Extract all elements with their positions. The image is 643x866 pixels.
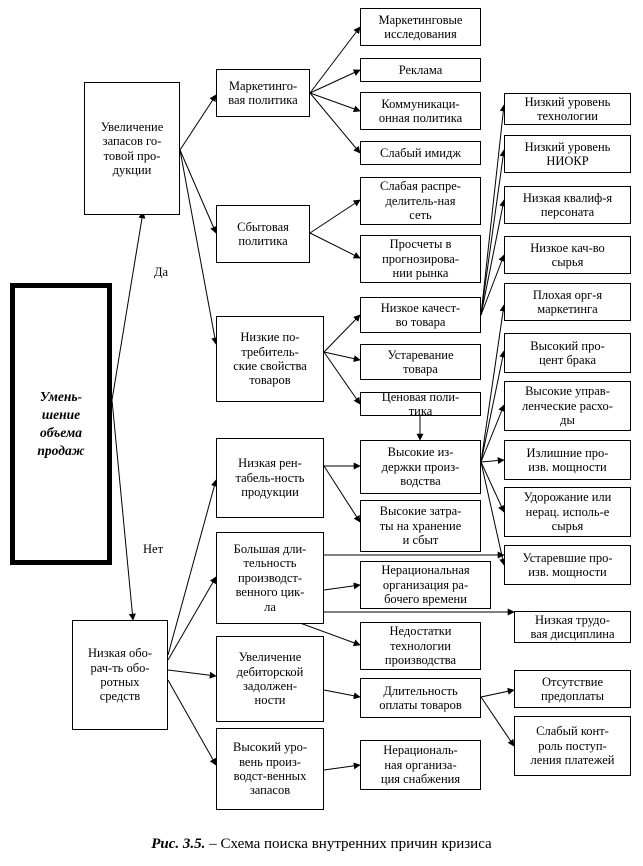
node-low-discipline: Низкая трудо- вая дисциплина bbox=[514, 611, 631, 643]
node-weak-payment-control: Слабый конт- роль поступ- ления платежей bbox=[514, 716, 631, 776]
connector-arrow-25 bbox=[323, 689, 361, 700]
connector-arrow-31 bbox=[480, 199, 507, 316]
node-irrational-work-time: Нерациональная организация ра- бочего вр… bbox=[360, 561, 491, 609]
connector-arrow-8 bbox=[309, 92, 361, 154]
node-excess-capacity: Излишние про- изв. мощности bbox=[504, 440, 631, 480]
node-long-payment: Длительность оплаты товаров bbox=[360, 678, 481, 718]
node-low-rnd-level: Низкий уровень НИОКР bbox=[504, 135, 631, 173]
node-tech-shortcomings: Недостатки технологии производства bbox=[360, 622, 481, 670]
connector-arrow-22 bbox=[323, 582, 361, 591]
connector-arrow-16 bbox=[323, 465, 361, 523]
connector-arrow-6 bbox=[309, 69, 361, 94]
node-forecast-errors: Просчеты в прогнозирова- нии рынка bbox=[360, 235, 481, 283]
figure-caption-text: – Схема поиска внутренних причин кризиса bbox=[205, 836, 492, 852]
node-high-defect-rate: Высокий про- цент брака bbox=[504, 333, 631, 373]
node-product-obsolescence: Устаревание товара bbox=[360, 344, 481, 380]
connector-arrow-11 bbox=[323, 314, 361, 353]
edge-label-yes: Да bbox=[154, 265, 169, 279]
node-low-quality: Низкое качест- во товара bbox=[360, 297, 481, 333]
connector-arrow-20 bbox=[167, 679, 217, 766]
node-weak-image: Слабый имидж bbox=[360, 141, 481, 165]
node-low-raw-quality: Низкое кач-во сырья bbox=[504, 236, 631, 274]
connector-arrow-38 bbox=[480, 461, 507, 566]
node-obsolete-capacity: Устаревшие про- изв. мощности bbox=[504, 545, 631, 585]
node-no-prepayment: Отсутствие предоплаты bbox=[514, 670, 631, 708]
connector-arrow-1 bbox=[111, 399, 136, 621]
node-marketing-policy: Маркетинго- вая политика bbox=[216, 69, 310, 117]
node-weak-distribution: Слабая распре- делитель-ная сеть bbox=[360, 177, 481, 225]
connector-arrow-24 bbox=[299, 622, 361, 647]
connector-arrow-2 bbox=[179, 94, 217, 151]
connector-arrow-27 bbox=[480, 687, 515, 698]
node-low-turnover: Низкая обо- рач-ть обо- ротных средств bbox=[72, 620, 168, 730]
node-sales-policy: Сбытовая политика bbox=[216, 205, 310, 263]
node-pricing-policy: Ценовая поли- тика bbox=[360, 390, 481, 418]
connector-arrow-33 bbox=[480, 304, 507, 463]
node-storage-costs: Высокие затра- ты на хранение и сбыт bbox=[360, 500, 481, 552]
connector-arrow-10 bbox=[309, 232, 361, 259]
node-irrational-supply: Нерациональ- ная организа- ция снабжения bbox=[360, 740, 481, 790]
node-advertising: Реклама bbox=[360, 58, 481, 82]
connector-arrow-34 bbox=[480, 350, 507, 463]
connector-arrow-13 bbox=[323, 351, 361, 405]
connector-arrow-30 bbox=[480, 149, 507, 316]
node-low-tech-level: Низкий уровень технологии bbox=[504, 93, 631, 125]
connector-arrow-19 bbox=[167, 669, 217, 679]
node-low-qualification: Низкая квалиф-я персоната bbox=[504, 186, 631, 224]
node-low-profitability: Низкая рен- табель-ность продукции bbox=[216, 438, 324, 518]
node-receivables-increase: Увеличение дебиторской задолжен- ности bbox=[216, 636, 324, 722]
node-low-consumer-properties: Низкие по- требитель- ские свойства това… bbox=[216, 316, 324, 402]
connector-arrow-29 bbox=[480, 104, 507, 316]
node-high-production-costs: Высокие из- держки произ- водства bbox=[360, 440, 481, 494]
connector-arrow-4 bbox=[179, 149, 219, 345]
connector-arrow-32 bbox=[480, 254, 506, 316]
connector-arrow-7 bbox=[309, 92, 361, 113]
node-marketing-research: Маркетинговые исследования bbox=[360, 8, 481, 46]
node-raw-cost-increase: Удорожание или нерац. исполь-е сырья bbox=[504, 487, 631, 537]
connector-arrow-0 bbox=[111, 211, 146, 401]
connector-arrow-36 bbox=[480, 457, 505, 465]
connector-arrow-28 bbox=[480, 696, 515, 747]
node-long-production-cycle: Большая дли- тельность производст- венно… bbox=[216, 532, 324, 624]
connector-arrow-9 bbox=[309, 199, 361, 234]
figure-caption: Рис. 3.5. – Схема поиска внутренних прич… bbox=[0, 836, 643, 853]
connector-arrow-26 bbox=[323, 762, 361, 771]
figure-number: Рис. 3.5. bbox=[151, 836, 206, 852]
connector-arrow-35 bbox=[480, 404, 505, 463]
node-high-admin-costs: Высокие управ- ленческие расхо- ды bbox=[504, 381, 631, 431]
edge-label-no: Нет bbox=[143, 542, 164, 556]
node-stock-increase: Увеличение запасов го- товой про- дукции bbox=[84, 82, 180, 215]
connector-arrow-18 bbox=[167, 576, 217, 661]
connector-arrow-5 bbox=[309, 26, 361, 94]
connector-arrow-3 bbox=[179, 149, 217, 234]
connector-arrow-37 bbox=[480, 461, 505, 513]
connector-arrow-17 bbox=[167, 479, 218, 656]
root-node-sales-decrease: Умень- шение объема продаж bbox=[10, 283, 112, 565]
node-high-inventory: Высокий уро- вень произ- водст-венных за… bbox=[216, 728, 324, 810]
node-poor-marketing-org: Плохая орг-я маркетинга bbox=[504, 283, 631, 321]
node-communication-policy: Коммуникаци- онная политика bbox=[360, 92, 481, 130]
connector-arrow-12 bbox=[323, 351, 361, 363]
